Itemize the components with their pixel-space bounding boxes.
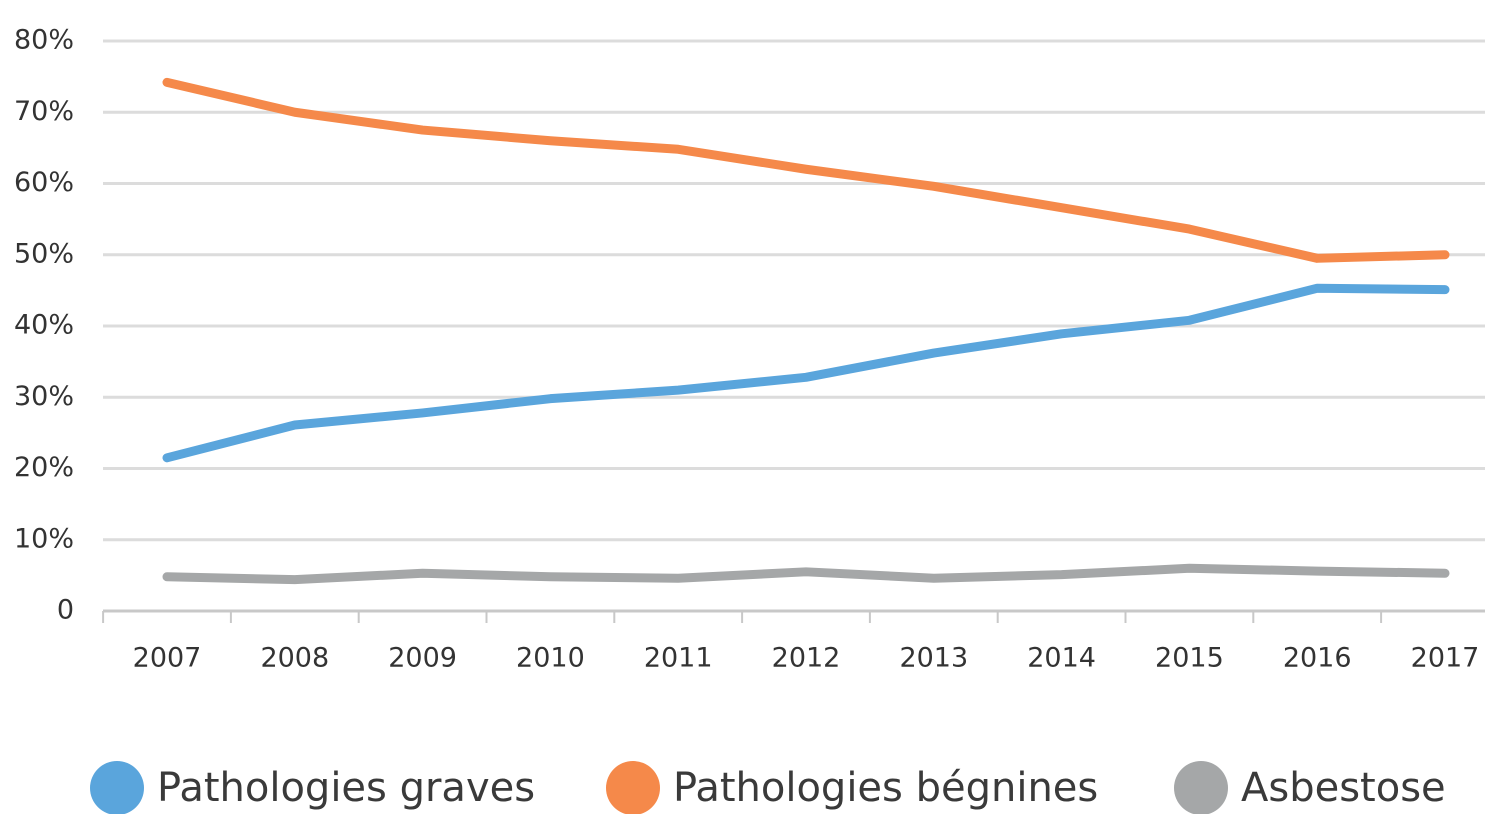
x-tick-label: 2012 bbox=[772, 643, 841, 674]
y-tick-label: 60% bbox=[14, 167, 74, 198]
y-tick-label: 0 bbox=[57, 595, 74, 626]
legend-label: Asbestose bbox=[1241, 765, 1446, 811]
x-tick-label: 2013 bbox=[899, 643, 968, 674]
x-tick-label: 2014 bbox=[1027, 643, 1096, 674]
legend-marker bbox=[606, 761, 660, 814]
x-tick-label: 2017 bbox=[1411, 643, 1480, 674]
y-tick-label: 80% bbox=[14, 25, 74, 56]
x-tick-label: 2016 bbox=[1283, 643, 1352, 674]
y-tick-label: 40% bbox=[14, 310, 74, 341]
x-tick-label: 2015 bbox=[1155, 643, 1224, 674]
x-tick-label: 2009 bbox=[388, 643, 457, 674]
x-tick-label: 2011 bbox=[644, 643, 713, 674]
legend-label: Pathologies bégnines bbox=[673, 765, 1098, 811]
line bbox=[162, 563, 1450, 585]
line bbox=[162, 283, 1450, 463]
x-tick-label: 2008 bbox=[260, 643, 329, 674]
y-tick-label: 10% bbox=[14, 523, 74, 554]
legend-label: Pathologies graves bbox=[157, 765, 535, 811]
y-tick-label: 20% bbox=[14, 452, 74, 483]
legend-marker bbox=[90, 761, 144, 814]
y-tick-label: 70% bbox=[14, 96, 74, 127]
line bbox=[162, 77, 1450, 263]
x-tick-label: 2007 bbox=[133, 643, 202, 674]
legend-marker bbox=[1174, 761, 1228, 814]
x-tick-label: 2010 bbox=[516, 643, 585, 674]
y-tick-label: 50% bbox=[14, 238, 74, 269]
y-tick-label: 30% bbox=[14, 381, 74, 412]
